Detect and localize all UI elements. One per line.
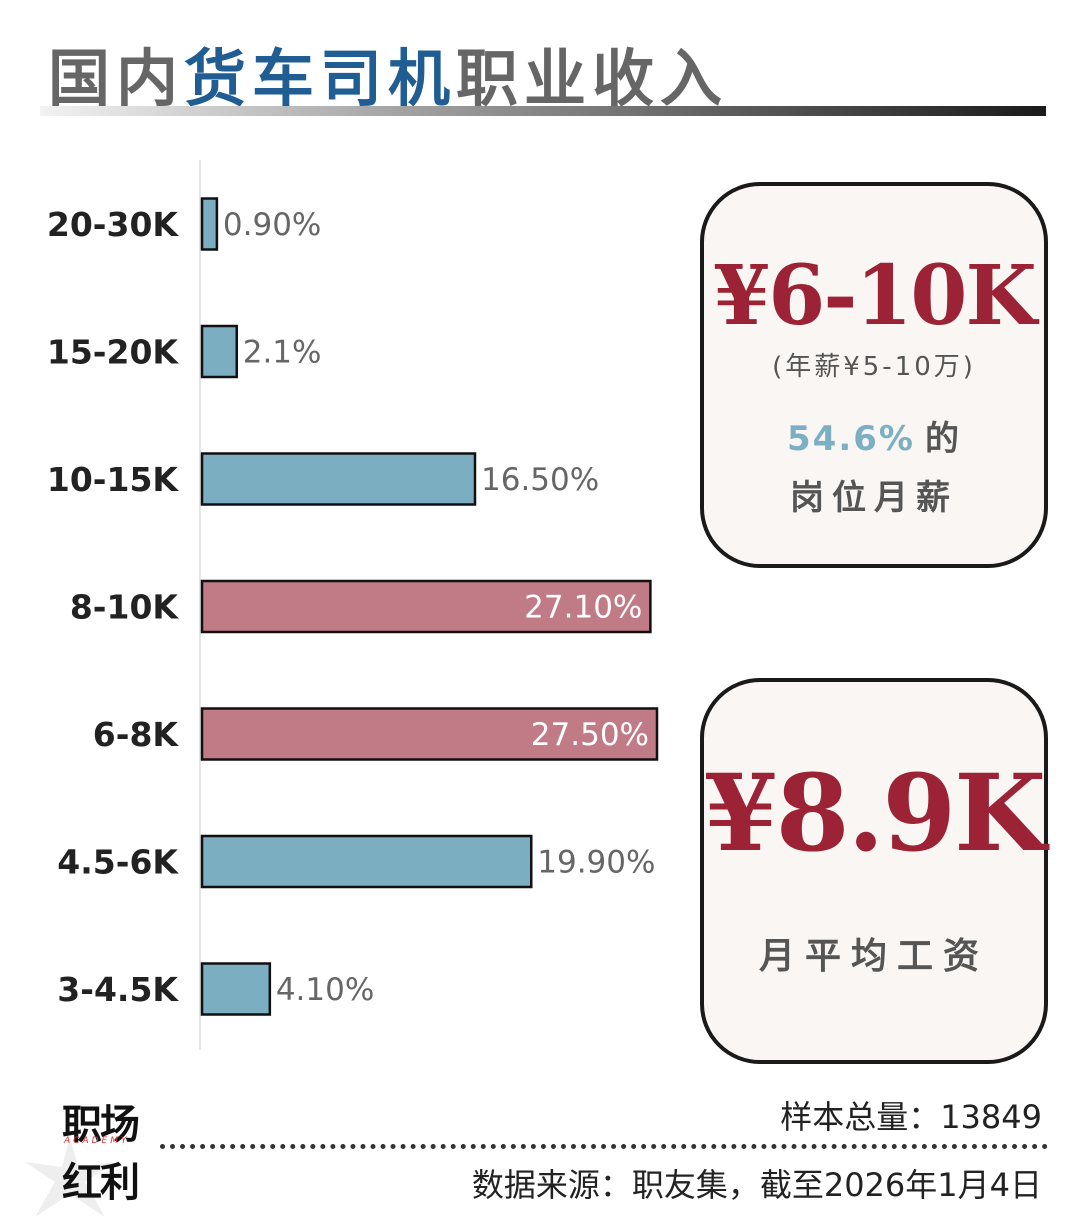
value-label: 27.50% <box>531 717 649 753</box>
category-label: 4.5-6K <box>57 843 179 882</box>
footer-divider <box>160 1144 1048 1149</box>
average-value: ¥8.9K <box>704 750 1046 875</box>
average-salary-card: ¥8.9K 月平均工资 <box>700 678 1048 1064</box>
category-label: 6-8K <box>93 715 180 754</box>
bar <box>200 834 533 889</box>
bar <box>200 962 272 1016</box>
logo-burst-icon <box>25 1137 115 1217</box>
page-title: 国内货车司机职业收入 <box>48 28 728 115</box>
title-underline <box>40 106 1046 116</box>
logo-text-top: 职场 <box>62 1102 140 1148</box>
logo-text-bottom: 红利 <box>62 1160 140 1206</box>
value-label: 19.90% <box>537 845 655 881</box>
category-label: 10-15K <box>47 460 180 499</box>
salary-range-card: ¥6-10K (年薪¥5-10万) 54.6% 的 岗位月薪 <box>700 182 1048 568</box>
range-pct: 54.6% <box>787 419 915 459</box>
range-label: 岗位月薪 <box>790 478 958 518</box>
data-source: 数据来源：职友集，截至2026年1月4日 <box>471 1166 1042 1204</box>
category-label: 8-10K <box>70 588 180 627</box>
value-label: 2.1% <box>243 335 322 371</box>
range-value: ¥6-10K <box>713 248 1037 344</box>
value-label: 4.10% <box>276 972 374 1008</box>
title-part2: 货车司机 <box>184 42 457 115</box>
range-pct-suffix: 的 <box>924 419 961 459</box>
range-line1: 54.6% 的 <box>704 411 1044 460</box>
value-label: 16.50% <box>481 462 599 498</box>
value-label: 0.90% <box>223 207 321 243</box>
bar <box>200 452 477 506</box>
title-part1: 国内 <box>48 42 185 115</box>
bar <box>200 579 652 634</box>
category-label: 3-4.5K <box>57 970 179 1009</box>
category-label: 15-20K <box>47 333 180 372</box>
bar <box>200 324 238 379</box>
range-sub: (年薪¥5-10万) <box>772 352 976 382</box>
sample-size: 样本总量：13849 <box>780 1098 1042 1136</box>
bar <box>200 197 219 251</box>
salary-bar-chart: 20-30K 0.90% 15-20K 2.1% 10-15K 16.50% 8-10K 27… <box>47 160 659 1050</box>
average-label: 月平均工资 <box>758 936 989 977</box>
brand-logo: 职场 ACADEMY 红利 <box>25 1092 164 1217</box>
bar <box>200 707 659 761</box>
title-part3: 职业收入 <box>456 42 729 115</box>
value-label: 27.10% <box>524 590 642 626</box>
category-label: 20-30K <box>47 205 180 244</box>
logo-academy: ACADEMY <box>64 1136 130 1146</box>
chart-marks: 20-30K 0.90% 15-20K 2.1% 10-15K 16.50% 8-10K 27… <box>47 197 659 1016</box>
